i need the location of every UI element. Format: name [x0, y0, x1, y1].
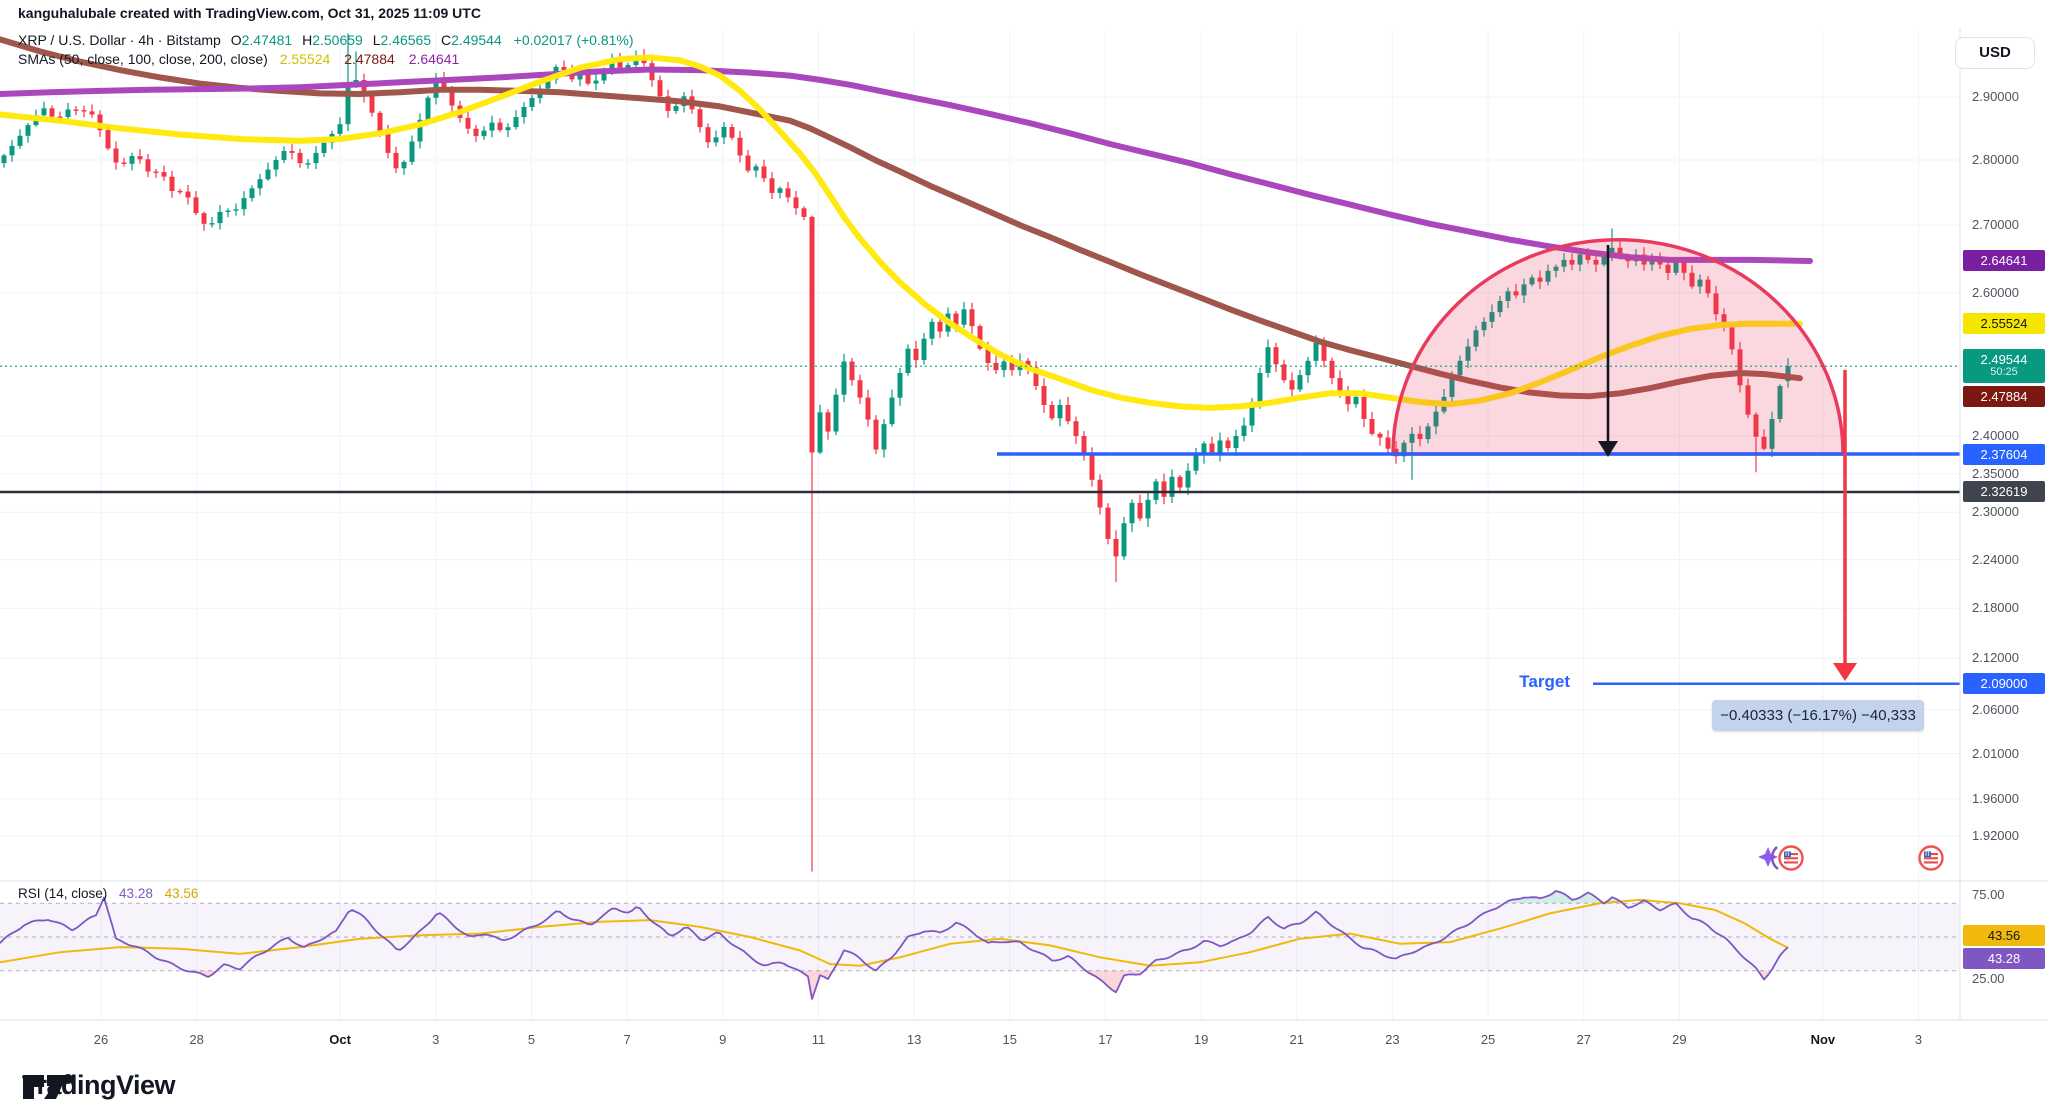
time-axis-label: 3	[1914, 1032, 1923, 1047]
sma-legend: SMAs (50, close, 100, close, 200, close)…	[18, 51, 459, 67]
price-axis-label: 2.40000	[1972, 428, 2019, 444]
price-axis-label: 1.92000	[1972, 827, 2019, 843]
sparkle-icon	[1758, 847, 1778, 867]
price-level-badge[interactable]: 2.55524	[1963, 313, 2045, 335]
sma50-value: 2.55524	[279, 51, 331, 67]
price-level-badge[interactable]: 2.64641	[1963, 250, 2045, 272]
time-axis-label: Nov	[1810, 1032, 1836, 1047]
time-axis-label: 7	[623, 1032, 631, 1047]
price-axis-label: 2.80000	[1972, 151, 2019, 167]
change-value: +0.02017 (+0.81%)	[513, 32, 634, 48]
price-axis-label: 2.06000	[1972, 701, 2019, 717]
time-axis-label: 3	[432, 1032, 440, 1047]
sma-legend-title[interactable]: SMAs (50, close, 100, close, 200, close)	[18, 51, 268, 67]
candlestick-series	[1, 33, 1791, 872]
price-axis-label: 2.70000	[1972, 217, 2019, 233]
price-axis-label: 2.01000	[1972, 745, 2019, 761]
rsi-ma-value: 43.56	[164, 886, 199, 901]
sma-50-line	[0, 54, 1803, 411]
time-axis-label: 28	[189, 1032, 204, 1047]
time-axis-label: 13	[906, 1032, 922, 1047]
price-level-badge[interactable]: 2.32619	[1963, 481, 2045, 503]
sma200-value: 2.64641	[408, 51, 460, 67]
economic-event-icon[interactable]	[1918, 845, 1944, 871]
time-axis-label: 9	[719, 1032, 727, 1047]
time-axis-label: 26	[93, 1032, 109, 1047]
time-axis-label: 29	[1672, 1032, 1687, 1047]
rsi-value-badge[interactable]: 43.28	[1963, 947, 2045, 969]
symbol-title[interactable]: XRP / U.S. Dollar · 4h · Bitstamp	[18, 32, 221, 48]
price-axis-label: 2.35000	[1972, 465, 2019, 481]
pattern-height-arrow[interactable]	[1598, 245, 1618, 457]
time-axis-label: 15	[1002, 1032, 1017, 1047]
price-level-badge[interactable]: 2.09000	[1963, 673, 2045, 695]
high-label: H	[302, 32, 313, 48]
price-axis-label: 2.24000	[1972, 551, 2019, 567]
measurement-label[interactable]: −0.40333 (−16.17%) −40,333	[1712, 700, 1924, 731]
rsi-legend: RSI (14, close) 43.28 43.56	[18, 886, 198, 901]
open-value: 2.47481	[241, 32, 293, 48]
time-axis-label: 23	[1385, 1032, 1400, 1047]
rsi-line	[0, 890, 1789, 1000]
price-axis-label: 2.18000	[1972, 600, 2019, 616]
high-value: 2.50659	[312, 32, 363, 48]
tradingview-logo[interactable]: TradingView	[22, 1070, 176, 1101]
rsi-value: 43.28	[119, 886, 153, 901]
time-axis-label: 5	[527, 1032, 536, 1047]
time-axis-label: 25	[1480, 1032, 1496, 1047]
symbol-legend: XRP / U.S. Dollar · 4h · Bitstamp O2.474…	[18, 32, 634, 48]
rsi-value-badge[interactable]: 43.56	[1963, 924, 2045, 946]
price-axis-label: 2.60000	[1972, 284, 2019, 300]
open-label: O	[230, 32, 242, 48]
tradingview-logo-mark	[23, 1074, 73, 1099]
time-axis-label: 17	[1098, 1032, 1113, 1047]
sma100-value: 2.47884	[344, 51, 395, 67]
time-axis-label: 11	[811, 1032, 826, 1047]
price-level-badge[interactable]: 2.37604	[1963, 443, 2045, 465]
last-price-badge[interactable]: 2.49544 50:25	[1963, 349, 2045, 384]
rounded-top-pattern[interactable]	[1391, 238, 1845, 456]
close-label: C	[441, 32, 452, 48]
price-axis-label: 2.30000	[1972, 504, 2019, 520]
low-value: 2.46565	[380, 32, 432, 48]
price-axis-label: 2.90000	[1972, 89, 2019, 105]
price-axis-label: 2.12000	[1972, 650, 2019, 666]
sma-100-line	[0, 36, 1803, 400]
rsi-axis-label: 75.00	[1972, 886, 2005, 902]
currency-toggle-button[interactable]: USD	[1955, 37, 2035, 69]
grid	[0, 30, 1960, 1020]
price-axis-label: 1.96000	[1972, 790, 2019, 806]
close-value: 2.49544	[451, 32, 502, 48]
price-level-badge[interactable]: 2.47884	[1963, 385, 2045, 407]
time-axis-label: 19	[1193, 1032, 1209, 1047]
rsi-legend-title[interactable]: RSI (14, close)	[18, 886, 108, 901]
time-axis-label: Oct	[329, 1032, 351, 1047]
rsi-axis-label: 25.00	[1972, 971, 2005, 987]
attribution-text: kanguhalubale created with TradingView.c…	[18, 5, 481, 21]
time-axis-label: 21	[1289, 1032, 1304, 1047]
low-label: L	[372, 32, 381, 48]
rsi-ma-line	[0, 898, 1789, 967]
target-label[interactable]: Target	[1519, 672, 1570, 691]
breakdown-arrow[interactable]	[1833, 370, 1857, 681]
sma-200-line	[0, 66, 1813, 264]
time-axis-label: 27	[1576, 1032, 1591, 1047]
economic-event-icon[interactable]	[1758, 845, 1804, 871]
